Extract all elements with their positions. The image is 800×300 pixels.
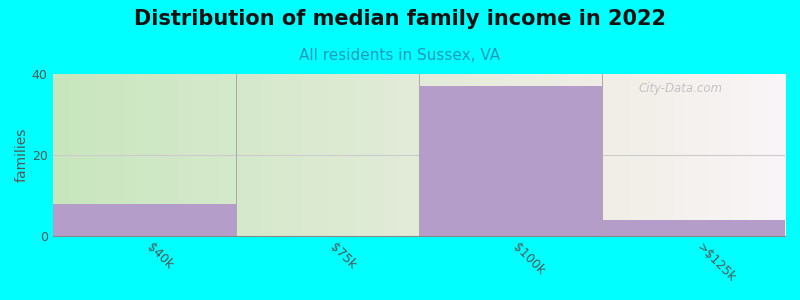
Bar: [53, 204, 236, 236]
Text: All residents in Sussex, VA: All residents in Sussex, VA: [299, 48, 501, 63]
Bar: [602, 220, 785, 236]
Text: Distribution of median family income in 2022: Distribution of median family income in …: [134, 9, 666, 29]
Bar: [418, 86, 602, 236]
Text: City-Data.com: City-Data.com: [638, 82, 722, 95]
Y-axis label: families: families: [15, 128, 29, 182]
